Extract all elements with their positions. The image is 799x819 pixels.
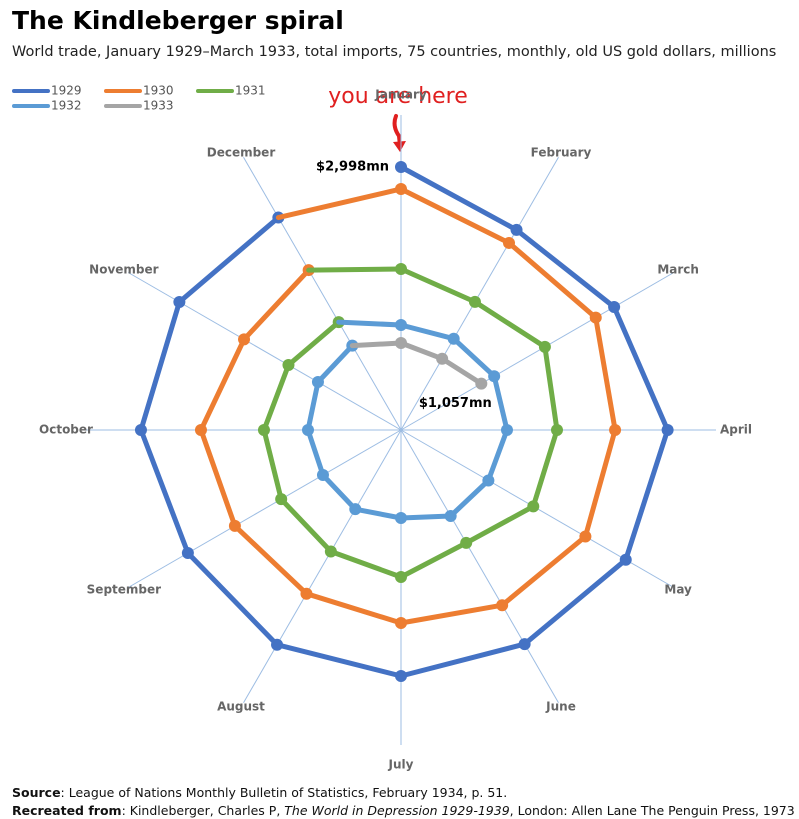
data-point [460, 536, 473, 549]
spoke [400, 156, 559, 431]
data-point [609, 424, 622, 436]
spiral-connector [306, 266, 404, 273]
data-point [527, 500, 540, 513]
data-point [395, 617, 407, 630]
category-label: November [89, 263, 158, 277]
data-point [302, 424, 315, 436]
category-label: February [531, 145, 592, 159]
category-label: October [39, 423, 93, 437]
data-point [538, 340, 551, 353]
data-point [468, 295, 481, 308]
legend-label: 1932 [51, 99, 82, 113]
legend-label: 1933 [143, 99, 174, 113]
data-point [550, 424, 563, 436]
category-label: August [217, 700, 265, 714]
spoke [400, 429, 559, 704]
data-point [500, 424, 513, 436]
data-point [324, 545, 337, 558]
data-point [275, 493, 288, 506]
data-point [608, 300, 621, 313]
data-point [502, 236, 515, 249]
series-line [305, 322, 510, 521]
data-point [173, 296, 186, 309]
spiral-connector [275, 186, 404, 221]
data-point [395, 670, 407, 683]
data-point [311, 376, 324, 389]
annotation-arrowhead [393, 141, 406, 152]
source-text: : League of Nations Monthly Bulletin of … [60, 785, 508, 800]
category-label: May [664, 583, 692, 597]
data-point [444, 510, 457, 523]
spiral-connector [349, 340, 404, 349]
data-point [589, 311, 602, 324]
recreated-label: Recreated from [12, 803, 122, 818]
data-point [271, 638, 284, 651]
data-point [395, 318, 407, 331]
series-line [138, 164, 671, 679]
data-point [579, 530, 592, 543]
category-label: July [388, 758, 414, 772]
category-label: March [657, 263, 699, 277]
chart-title: The Kindleberger spiral [12, 6, 344, 35]
data-point [619, 553, 632, 566]
recreated-title: The World in Depression 1929-1939 [284, 803, 510, 818]
chart-subtitle: World trade, January 1929–March 1933, to… [12, 44, 776, 60]
data-point [661, 424, 674, 436]
data-point [349, 503, 362, 516]
data-point [395, 511, 407, 524]
data-label: $1,057mn [419, 396, 492, 411]
source: Source: League of Nations Monthly Bullet… [12, 785, 507, 800]
data-point [238, 333, 251, 346]
data-point [228, 519, 241, 532]
category-label: December [207, 145, 276, 159]
recreated: Recreated from: Kindleberger, Charles P,… [12, 803, 795, 818]
recreated-text: , London: Allen Lane The Penguin Press, … [509, 803, 795, 818]
spiral-connector [336, 319, 404, 328]
spoke [127, 429, 402, 588]
series-line [198, 186, 618, 626]
data-point [181, 547, 194, 560]
category-label: June [545, 700, 576, 714]
data-point [475, 377, 488, 390]
recreated-text: : Kindleberger, Charles P, [121, 803, 285, 818]
data-point [282, 359, 295, 372]
category-label: January [374, 88, 427, 102]
data-point [510, 223, 523, 236]
data-point [395, 182, 407, 195]
data-point [436, 352, 449, 365]
data-point [496, 599, 509, 612]
data-label: $2,998mn [316, 159, 389, 174]
spoke [243, 429, 402, 704]
data-point [488, 370, 501, 383]
spoke [400, 272, 675, 431]
data-point [482, 474, 495, 487]
legend-label: 1931 [235, 84, 266, 98]
source-label: Source [12, 785, 61, 800]
data-point [134, 424, 147, 436]
spoke [127, 272, 402, 431]
data-point [194, 424, 207, 436]
data-point [518, 638, 531, 651]
data-point [447, 332, 460, 345]
legend-label: 1930 [143, 84, 174, 98]
data-point [395, 263, 407, 276]
annotation: you are here [328, 84, 468, 109]
annotation-arrow [392, 114, 402, 148]
data-point [395, 336, 407, 349]
data-point [395, 160, 407, 173]
data-point [257, 424, 270, 436]
category-label: September [87, 583, 161, 597]
data-point [395, 571, 407, 584]
category-label: April [720, 423, 752, 437]
spoke [243, 156, 402, 431]
legend-label: 1929 [51, 84, 82, 98]
data-point [300, 587, 313, 600]
data-point [316, 469, 329, 482]
series-line [261, 266, 560, 580]
